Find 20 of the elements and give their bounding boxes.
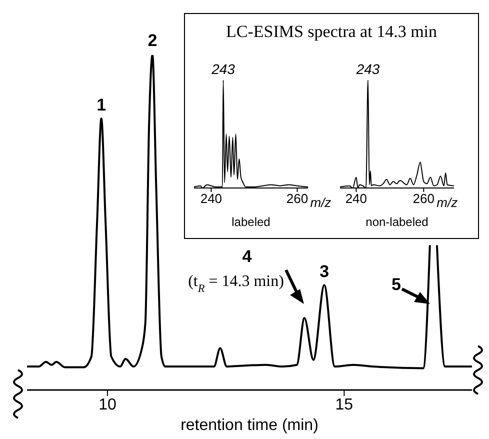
x-tick-label: 10 (98, 396, 116, 414)
chart-title: LC-ESIMS spectra at 14.3 min (224, 22, 438, 42)
annotation: m/z (436, 195, 458, 210)
annotation: 3 (320, 262, 330, 282)
x-tick-label: 240 (200, 191, 222, 206)
x-axis-title: non-labeled (366, 215, 428, 229)
x-tick-label: 260 (286, 191, 308, 206)
annotation: 5 (391, 274, 401, 294)
x-tick-label: 15 (335, 396, 354, 414)
annotation: 2 (148, 31, 158, 50)
annotation: 1 (96, 96, 106, 115)
x-tick-label: 260 (412, 191, 434, 206)
annotation: 243 (355, 61, 380, 77)
x-axis-title: retention time (min) (180, 417, 318, 434)
x-axis-title: labeled (232, 215, 270, 229)
annotation: m/z (310, 195, 332, 210)
annotation: 243 (210, 61, 236, 77)
annotation: 4 (242, 247, 252, 266)
x-tick-label: 240 (345, 191, 368, 206)
annotation: (t$_{R}$ = 14.3 min) (188, 273, 284, 295)
